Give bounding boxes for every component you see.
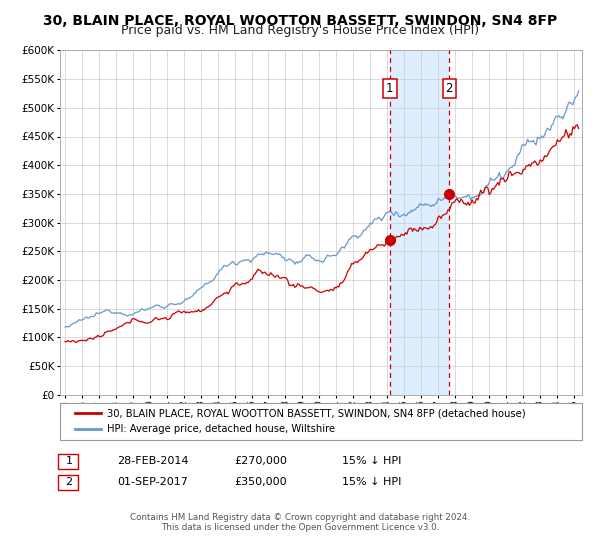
Text: Price paid vs. HM Land Registry's House Price Index (HPI): Price paid vs. HM Land Registry's House … — [121, 24, 479, 36]
Text: £350,000: £350,000 — [234, 477, 287, 487]
Text: £270,000: £270,000 — [234, 456, 287, 466]
Text: 01-SEP-2017: 01-SEP-2017 — [117, 477, 188, 487]
Text: HPI: Average price, detached house, Wiltshire: HPI: Average price, detached house, Wilt… — [107, 424, 335, 435]
Text: 15% ↓ HPI: 15% ↓ HPI — [342, 456, 401, 466]
Text: This data is licensed under the Open Government Licence v3.0.: This data is licensed under the Open Gov… — [161, 523, 439, 532]
Text: 15% ↓ HPI: 15% ↓ HPI — [342, 477, 401, 487]
Text: 1: 1 — [65, 456, 73, 466]
Bar — [390, 50, 449, 395]
Text: Contains HM Land Registry data © Crown copyright and database right 2024.: Contains HM Land Registry data © Crown c… — [130, 513, 470, 522]
Text: 30, BLAIN PLACE, ROYAL WOOTTON BASSETT, SWINDON, SN4 8FP: 30, BLAIN PLACE, ROYAL WOOTTON BASSETT, … — [43, 14, 557, 28]
Text: 30, BLAIN PLACE, ROYAL WOOTTON BASSETT, SWINDON, SN4 8FP (detached house): 30, BLAIN PLACE, ROYAL WOOTTON BASSETT, … — [107, 408, 526, 418]
Text: 2: 2 — [446, 82, 453, 95]
Text: 1: 1 — [386, 82, 394, 95]
Text: 2: 2 — [65, 477, 73, 487]
Text: 28-FEB-2014: 28-FEB-2014 — [117, 456, 188, 466]
